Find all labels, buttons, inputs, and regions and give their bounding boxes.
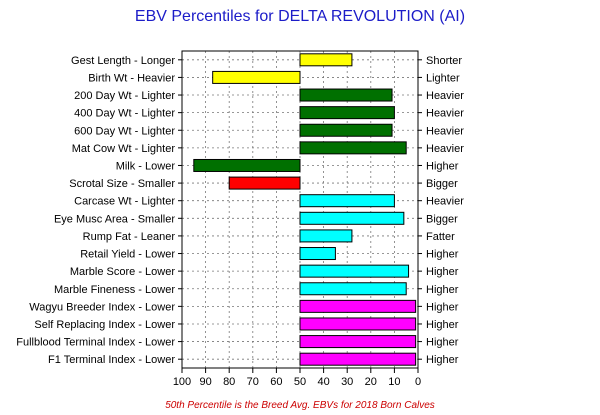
bar-milk-lower	[193, 158, 301, 172]
trait-right-label: Lighter	[426, 72, 460, 84]
x-tick-label: 20	[365, 376, 377, 388]
x-tick-label: 50	[294, 376, 306, 388]
x-tick-label: 90	[199, 376, 211, 388]
trait-right-label: Higher	[426, 319, 459, 331]
bar-200-day-wt-lighter	[299, 88, 393, 102]
trait-left-label: Marble Fineness - Lower	[54, 284, 175, 296]
x-tick-label: 0	[415, 376, 421, 388]
trait-left-label: Scrotal Size - Smaller	[69, 178, 175, 190]
bar-self-replacing-index-lower	[299, 317, 417, 331]
x-tick-label: 80	[223, 376, 235, 388]
trait-left-label: Fullblood Terminal Index - Lower	[16, 337, 175, 349]
trait-right-label: Fatter	[426, 231, 455, 243]
bar-retail-yield-lower	[299, 247, 336, 261]
bar-f1-terminal-index-lower	[299, 352, 417, 366]
trait-left-label: Carcase Wt - Lighter	[74, 196, 175, 208]
bar-birth-wt-heavier	[212, 70, 301, 84]
trait-left-label: Mat Cow Wt - Lighter	[72, 143, 176, 155]
trait-left-label: Milk - Lower	[116, 160, 176, 172]
bar-fullblood-terminal-index-lower	[299, 335, 417, 349]
x-tick-label: 10	[388, 376, 400, 388]
trait-left-label: Wagyu Breeder Index - Lower	[29, 301, 175, 313]
trait-right-label: Higher	[426, 354, 459, 366]
trait-left-label: 200 Day Wt - Lighter	[74, 90, 175, 102]
trait-left-label: Birth Wt - Heavier	[88, 72, 175, 84]
x-tick-label: 40	[317, 376, 329, 388]
trait-left-label: Rump Fat - Leaner	[83, 231, 176, 243]
trait-right-label: Higher	[426, 160, 459, 172]
trait-left-label: 400 Day Wt - Lighter	[74, 108, 175, 120]
trait-right-label: Heavier	[426, 108, 464, 120]
x-tick-label: 60	[270, 376, 282, 388]
trait-right-label: Heavier	[426, 196, 464, 208]
bar-mat-cow-wt-lighter	[299, 141, 407, 155]
trait-right-label: Higher	[426, 284, 459, 296]
bar-rump-fat-leaner	[299, 229, 353, 243]
trait-right-label: Higher	[426, 337, 459, 349]
trait-left-label: 600 Day Wt - Lighter	[74, 125, 175, 137]
chart-footnote: 50th Percentile is the Breed Avg. EBVs f…	[165, 400, 435, 411]
x-tick-label: 70	[247, 376, 259, 388]
trait-right-label: Bigger	[426, 213, 458, 225]
trait-left-label: Self Replacing Index - Lower	[34, 319, 175, 331]
bar-carcase-wt-lighter	[299, 194, 395, 208]
trait-left-label: Retail Yield - Lower	[80, 249, 175, 261]
chart-title: EBV Percentiles for DELTA REVOLUTION (AI…	[135, 8, 465, 25]
bar-600-day-wt-lighter	[299, 123, 393, 137]
x-tick-label: 30	[341, 376, 353, 388]
bar-marble-score-lower	[299, 264, 410, 278]
trait-right-label: Heavier	[426, 143, 464, 155]
trait-left-label: Gest Length - Longer	[71, 55, 175, 67]
axis-layer: 100 90 80 70 60 50 40 30 20 10 0	[173, 59, 422, 388]
x-tick-label: 100	[173, 376, 191, 388]
trait-right-label: Higher	[426, 249, 459, 261]
bar-400-day-wt-lighter	[299, 106, 395, 120]
trait-left-label: F1 Terminal Index - Lower	[48, 354, 175, 366]
trait-right-label: Heavier	[426, 125, 464, 137]
trait-right-label: Bigger	[426, 178, 458, 190]
bar-eye-musc-area-smaller	[299, 211, 405, 225]
trait-right-label: Shorter	[426, 55, 462, 67]
trait-right-label: Higher	[426, 301, 459, 313]
trait-right-label: Higher	[426, 266, 459, 278]
trait-left-label: Eye Musc Area - Smaller	[54, 213, 175, 225]
trait-left-label: Marble Score - Lower	[70, 266, 175, 278]
label-layer: Gest Length - Longer Shorter Birth Wt - He…	[16, 55, 464, 366]
trait-right-label: Heavier	[426, 90, 464, 102]
bar-marble-fineness-lower	[299, 282, 407, 296]
bar-layer	[193, 53, 417, 366]
bar-gest-length-longer	[299, 53, 353, 67]
bar-wagyu-breeder-index-lower	[299, 299, 417, 313]
bar-scrotal-size-smaller	[228, 176, 301, 190]
